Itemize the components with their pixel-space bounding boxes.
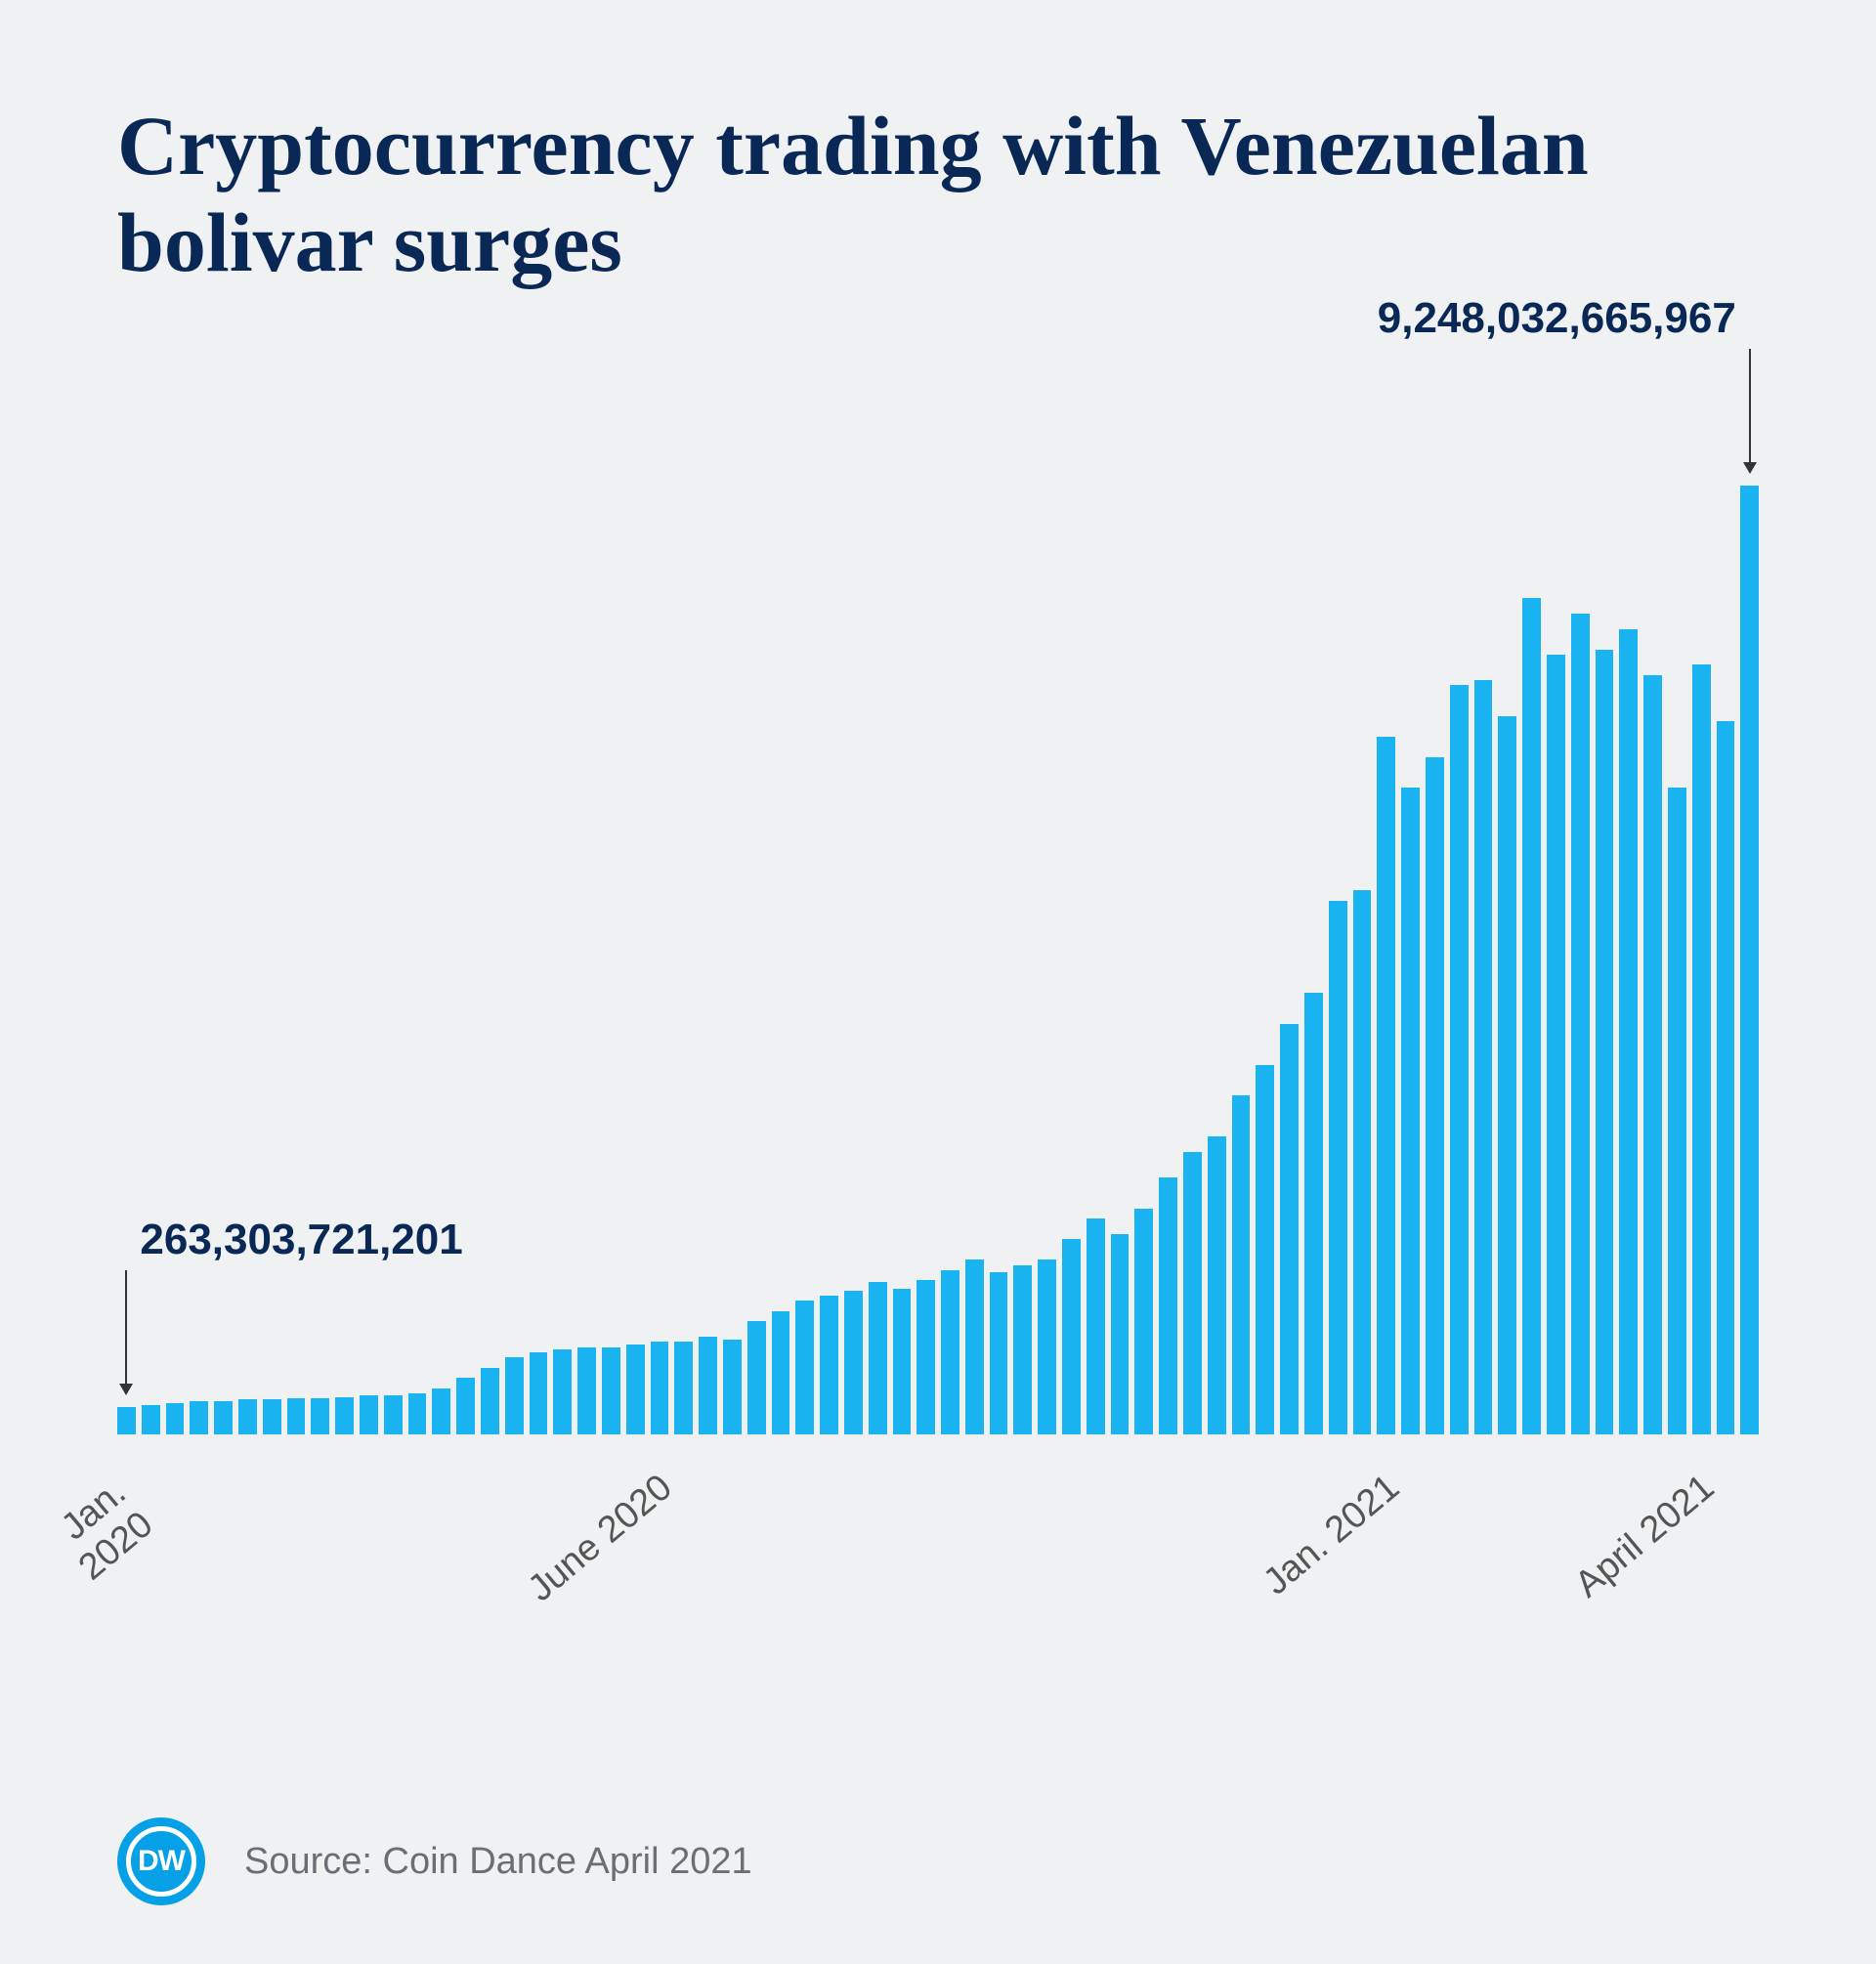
bar [1013,1265,1032,1434]
dw-logo-text: DW [126,1826,196,1897]
callout-arrow-icon [1743,462,1757,474]
bar [1643,675,1662,1434]
bar [1304,993,1323,1434]
x-axis-label: April 2021 [1567,1467,1723,1606]
bar [1401,788,1420,1434]
x-axis-label: June 2020 [521,1467,681,1610]
bar [1450,685,1469,1434]
bar [795,1301,814,1434]
bar [1256,1065,1274,1434]
bar [1062,1239,1081,1434]
bar [1740,486,1759,1434]
callout-line [1749,349,1751,466]
bar [408,1393,427,1434]
chart-area: 263,303,721,2019,248,032,665,967 [117,408,1759,1434]
bar [287,1398,306,1434]
bar [1329,901,1347,1434]
bar [1159,1177,1177,1434]
chart-footer: DW Source: Coin Dance April 2021 [117,1817,1759,1905]
bar [917,1280,935,1434]
bar [626,1345,645,1433]
bar [651,1342,669,1434]
bar [166,1403,185,1434]
bar [1717,721,1735,1434]
bar [214,1401,233,1434]
bar [869,1282,887,1433]
bar [117,1407,136,1434]
bar [1522,598,1541,1434]
chart-card: Cryptocurrency trading with Venezuelan b… [0,0,1876,1964]
bar [1111,1234,1130,1434]
bar [311,1398,329,1434]
bar [360,1395,378,1434]
bar [481,1368,499,1434]
bar [1596,650,1614,1434]
bar [384,1395,403,1434]
bar [1571,614,1590,1434]
bar [1038,1260,1056,1434]
callout-label: 9,248,032,665,967 [1378,294,1736,343]
bar [1183,1152,1202,1434]
chart-wrap: 263,303,721,2019,248,032,665,967 Jan. 20… [117,408,1759,1778]
bar [190,1401,208,1434]
callout-line [125,1270,127,1388]
bar [577,1347,596,1434]
bar-group [117,408,1759,1434]
x-axis-label: Jan. 2020 [44,1472,161,1589]
chart-title: Cryptocurrency trading with Venezuelan b… [117,98,1759,291]
bar [1208,1136,1226,1434]
bar [553,1349,572,1434]
bar [772,1311,790,1434]
bar [142,1405,160,1433]
bar [1547,655,1565,1434]
callout-arrow-icon [119,1384,133,1395]
bar [699,1337,717,1434]
bar [238,1399,257,1434]
bar [1134,1209,1153,1434]
bar [893,1289,912,1434]
dw-logo: DW [117,1817,205,1905]
bar [1668,788,1686,1434]
source-text: Source: Coin Dance April 2021 [244,1841,752,1883]
bar [723,1340,742,1434]
bar [530,1352,548,1434]
x-axis: Jan. 2020June 2020Jan. 2021April 2021 [117,1444,1759,1620]
bar [1087,1218,1105,1434]
bar [747,1321,766,1434]
bar [1619,629,1638,1434]
bar [432,1388,450,1434]
bar [1280,1024,1299,1434]
bar [1377,737,1395,1434]
bar [1426,757,1444,1434]
bar [263,1399,281,1434]
bar [820,1296,838,1434]
bar [1353,890,1372,1434]
bar [1498,716,1516,1434]
bar [335,1397,354,1434]
bar [1474,680,1493,1434]
bar [990,1272,1008,1434]
bar [1232,1095,1251,1434]
bar [674,1342,693,1434]
callout-label: 263,303,721,201 [140,1216,462,1264]
bar [965,1260,984,1434]
x-axis-label: Jan. 2021 [1256,1467,1408,1603]
bar [456,1378,475,1434]
bar [1692,664,1711,1434]
bar [941,1270,959,1434]
bar [602,1347,620,1434]
bar [505,1357,524,1434]
bar [844,1291,863,1434]
